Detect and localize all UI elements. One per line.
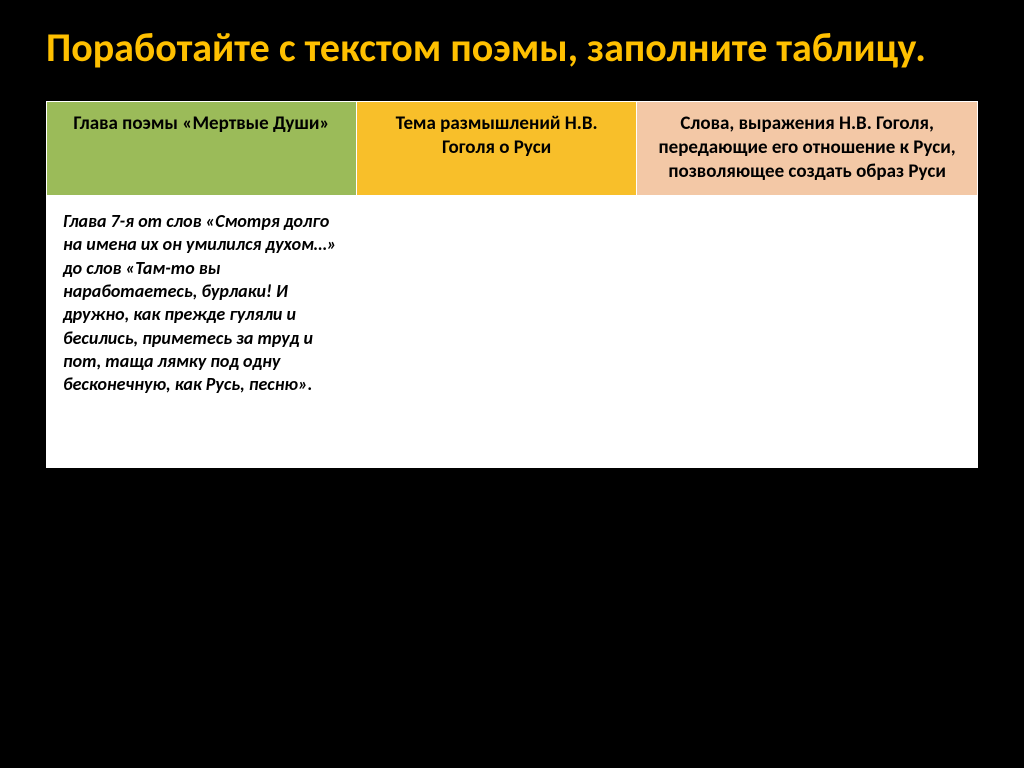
slide-title: Поработайте с текстом поэмы, заполните т…	[46, 24, 978, 73]
col-header-chapter: Глава поэмы «Мертвые Души»	[47, 101, 357, 195]
cell-chapter-excerpt: Глава 7-я от слов «Смотря долго на имена…	[47, 195, 357, 467]
table-header: Глава поэмы «Мертвые Души» Тема размышле…	[47, 101, 978, 195]
cell-expressions-empty	[637, 195, 978, 467]
task-table-container: Глава поэмы «Мертвые Души» Тема размышле…	[46, 101, 978, 468]
table-body: Глава 7-я от слов «Смотря долго на имена…	[47, 195, 978, 467]
slide: Поработайте с текстом поэмы, заполните т…	[0, 0, 1024, 768]
cell-theme-empty	[357, 195, 637, 467]
col-header-theme: Тема размышлений Н.В. Гоголя о Руси	[357, 101, 637, 195]
col-header-expressions: Слова, выражения Н.В. Гоголя, передающие…	[637, 101, 978, 195]
task-table: Глава поэмы «Мертвые Души» Тема размышле…	[46, 101, 978, 468]
table-row: Глава 7-я от слов «Смотря долго на имена…	[47, 195, 978, 467]
table-header-row: Глава поэмы «Мертвые Души» Тема размышле…	[47, 101, 978, 195]
